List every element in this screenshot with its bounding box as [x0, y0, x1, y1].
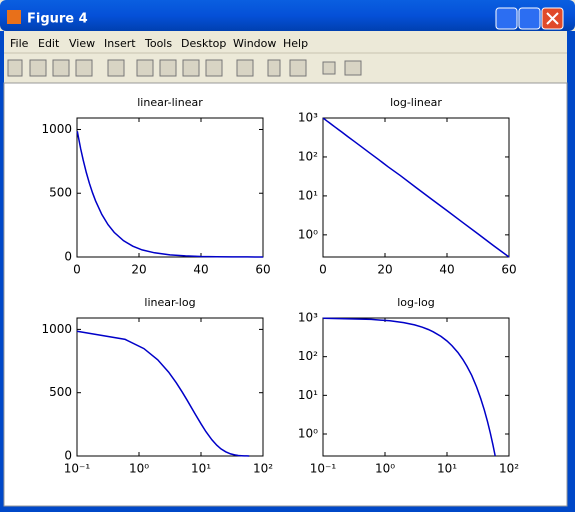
x-tick-label: 10⁰: [129, 462, 149, 476]
chart-title: linear-log: [144, 296, 195, 309]
menu-item[interactable]: Window: [233, 37, 276, 50]
tool-button[interactable]: [205, 59, 223, 77]
axes-box: [76, 117, 264, 258]
frame-left: [0, 31, 4, 512]
x-tick-label: 10⁻¹: [310, 462, 337, 476]
tool-button[interactable]: [344, 60, 362, 76]
frame-bottom: [0, 506, 575, 512]
y-tick-label: 0: [64, 250, 72, 264]
menu-item[interactable]: Help: [283, 37, 308, 50]
tool-button[interactable]: [52, 59, 70, 77]
axes-box: [322, 317, 510, 457]
tool-button[interactable]: [136, 59, 154, 77]
chart-title: log-linear: [390, 96, 442, 109]
menu-item[interactable]: Desktop: [181, 37, 226, 50]
x-tick-label: 10¹: [191, 462, 211, 476]
close-icon: [546, 12, 559, 25]
tool-button[interactable]: [267, 59, 281, 77]
menu-item[interactable]: Tools: [144, 37, 172, 50]
tool-button[interactable]: [289, 59, 307, 77]
x-tick-label: 10¹: [437, 462, 457, 476]
tool-button[interactable]: [159, 59, 177, 77]
y-tick-label: 10³: [298, 111, 318, 125]
x-tick-label: 20: [377, 263, 392, 277]
chart-title: log-log: [397, 296, 435, 309]
tool-button[interactable]: [7, 59, 23, 77]
data-line: [322, 317, 496, 457]
tool-button[interactable]: [236, 59, 254, 77]
axes-box: [76, 317, 264, 457]
chart-title: linear-linear: [137, 96, 203, 109]
y-tick-label: 10²: [298, 349, 318, 363]
x-tick-label: 60: [501, 263, 516, 277]
y-tick-label: 10⁰: [298, 227, 318, 241]
y-tick-label: 500: [49, 385, 72, 399]
menu-item[interactable]: Insert: [104, 37, 136, 50]
toolbar: [7, 59, 362, 77]
x-tick-label: 10²: [253, 462, 273, 476]
y-tick-label: 10¹: [298, 188, 318, 202]
data-line: [76, 330, 250, 457]
maximize-button[interactable]: [518, 7, 541, 30]
menu-item[interactable]: View: [69, 37, 95, 50]
y-tick-label: 10²: [298, 149, 318, 163]
y-tick-label: 10¹: [298, 388, 318, 402]
x-tick-label: 10⁰: [375, 462, 395, 476]
x-tick-label: 0: [73, 263, 81, 277]
y-tick-label: 10³: [298, 311, 318, 325]
app-icon: [7, 10, 21, 24]
x-tick-label: 40: [193, 263, 208, 277]
tool-button[interactable]: [182, 59, 200, 77]
window-title: Figure 4: [27, 12, 88, 27]
x-tick-label: 60: [255, 263, 270, 277]
x-tick-label: 0: [319, 263, 327, 277]
menu-item[interactable]: File: [10, 37, 29, 50]
y-tick-label: 10⁰: [298, 427, 318, 441]
tool-button[interactable]: [322, 61, 336, 75]
y-tick-label: 0: [64, 449, 72, 463]
y-tick-label: 500: [49, 186, 72, 200]
x-tick-label: 20: [131, 263, 146, 277]
minimize-button[interactable]: [495, 7, 518, 30]
tool-button[interactable]: [107, 59, 125, 77]
data-line: [76, 131, 264, 258]
y-tick-label: 1000: [41, 322, 72, 336]
x-tick-label: 10²: [499, 462, 519, 476]
frame-right: [567, 31, 575, 512]
tool-button[interactable]: [29, 59, 47, 77]
data-line: [322, 117, 510, 258]
tool-button[interactable]: [75, 59, 93, 77]
y-tick-label: 1000: [41, 122, 72, 136]
title-bar: [0, 0, 575, 31]
menu-item[interactable]: Edit: [38, 37, 60, 50]
x-tick-label: 40: [439, 263, 454, 277]
x-tick-label: 10⁻¹: [64, 462, 91, 476]
